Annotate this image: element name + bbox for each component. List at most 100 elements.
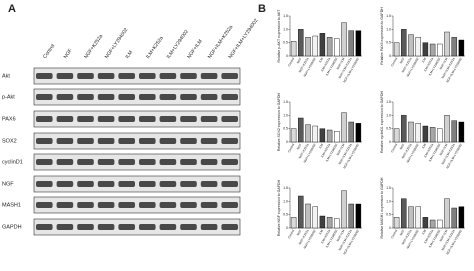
band [221,202,238,208]
band [56,73,74,79]
blot-strip [33,132,241,150]
band [56,224,74,230]
bar [422,217,429,229]
bar [451,207,457,229]
band [97,202,115,208]
band [97,94,115,100]
bar [401,29,407,57]
band [180,73,197,79]
band [159,159,177,165]
band [118,138,135,144]
y-tick-label: 0 [389,54,391,58]
y-tick-label: 1.5 [386,186,391,190]
protein-label: Akt [2,73,10,79]
band [221,138,238,144]
y-tick-label: 0.5 [283,41,288,45]
band [118,116,135,122]
y-tick-label: 0.5 [386,41,391,45]
band [221,159,238,165]
bar [415,206,421,229]
band [200,116,218,122]
x-tick-label: Control [390,229,398,240]
band [200,73,218,79]
band [97,181,115,187]
bar [326,129,333,143]
y-tick-label: 0.5 [283,213,288,217]
band [221,181,238,187]
band [139,73,156,79]
panel-label: A [8,3,16,15]
x-tick-label: NGF+ILM [439,56,449,70]
blot-strip [33,153,241,171]
y-tick-label: 1.5 [386,14,391,18]
bar [393,128,400,143]
bar [437,128,443,143]
band [77,202,94,208]
bar [415,37,421,57]
band [97,116,115,122]
x-tick-label: Control [287,57,295,68]
band [56,202,74,208]
y-tick-label: 1.0 [386,113,391,117]
x-tick-label: NGF [296,57,303,65]
x-tick-label: NGF [399,229,406,237]
x-tick-label: ILM [421,56,427,63]
lane-label: NGF [63,48,74,60]
band [200,202,218,208]
band [77,73,94,79]
band [77,159,94,165]
y-axis-label: Relative cyclinD1 expression to GAPDH [380,91,384,154]
y-axis-label: Relative p-AKT expression to AKT [277,9,281,63]
y-tick-label: 0 [286,140,288,144]
y-tick-label: 0.5 [283,127,288,131]
band [118,181,135,187]
x-tick-label: ILM+K252a [320,57,331,73]
lane-label: ILM [125,50,135,60]
band [97,159,115,165]
protein-label: MASH1 [2,202,21,208]
blot-strip [33,196,241,214]
bar [348,30,354,57]
band [36,181,53,187]
bar [334,38,340,57]
band [139,181,156,187]
band [139,138,156,144]
lane-label: NGF+ILM [186,39,203,60]
y-tick-label: 0 [389,226,391,230]
blot-strip [33,88,241,106]
protein-label: p-Akt [2,94,15,100]
band [118,202,135,208]
bar [458,121,465,143]
band [97,138,115,144]
protein-label: GAPDH [2,224,22,230]
band [159,138,177,144]
bar [326,217,333,229]
band [180,159,197,165]
band [180,116,197,122]
bar [408,121,414,143]
lane-label: Control [42,43,56,60]
band [200,224,218,230]
bar [298,195,304,229]
band [36,116,53,122]
band [180,181,197,187]
x-tick-label: NGF [399,143,406,151]
lane-label: ILM+K252a [145,35,165,60]
bar [319,215,326,229]
x-tick-label: Control [390,57,398,68]
x-tick-label: NGF [296,143,303,151]
band [180,224,197,230]
protein-label: SOX2 [2,138,17,144]
bar [334,131,340,143]
band [97,73,115,79]
band [77,116,94,122]
bar [298,29,304,57]
x-tick-label: ILM+K252a [320,143,331,159]
bar [444,198,450,229]
x-tick-label: NGF+ILM [439,142,449,156]
y-axis-label: Relative NGF expression to GAPDH [277,179,281,236]
band [77,181,94,187]
bar [429,127,436,143]
lane-label: NGF+ILM+LY294002 [228,18,260,60]
